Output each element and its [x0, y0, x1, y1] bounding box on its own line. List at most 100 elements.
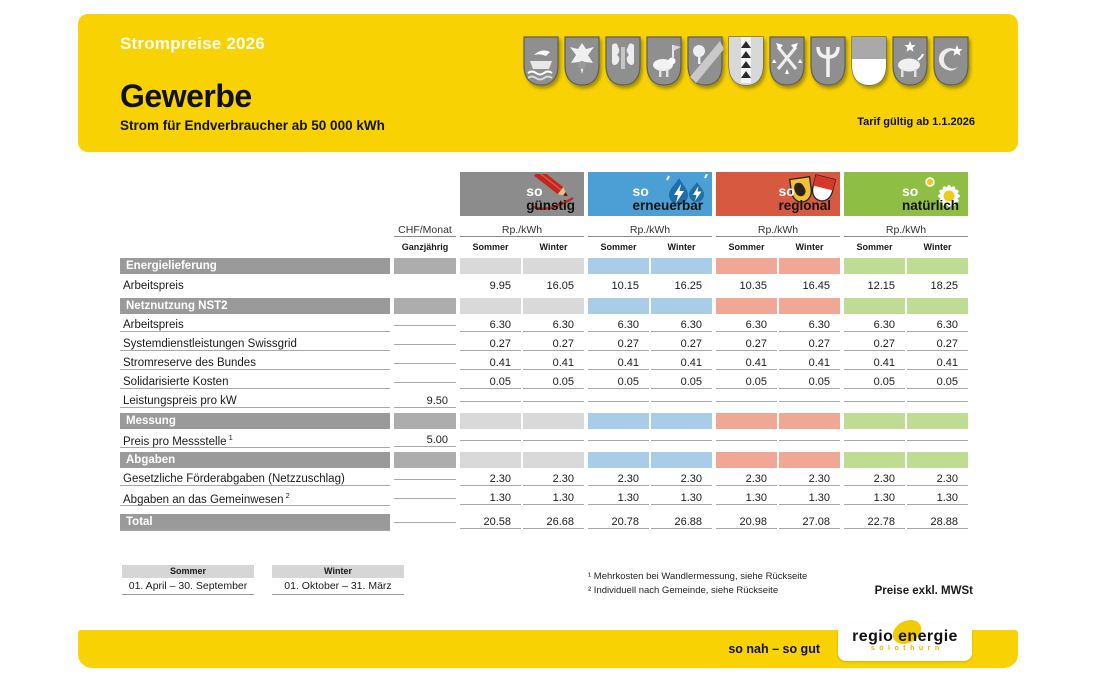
value-group-natuerlich: 0.41 0.41	[844, 357, 968, 370]
table-row: Arbeitspreis 9.95 16.05 10.15 16.25 10.35 16.4…	[120, 276, 968, 296]
value-group-regional: 0.41 0.41	[716, 357, 840, 370]
price-cell	[588, 401, 649, 402]
value-group-regional: 0.27 0.27	[716, 338, 840, 351]
section-tint-block	[779, 452, 840, 468]
chf-value-cell: 5.00	[394, 434, 456, 447]
price-cell	[460, 401, 521, 402]
price-cell: 10.35	[739, 280, 767, 292]
price-cell: 0.27	[460, 338, 521, 351]
section-tint-block	[907, 298, 968, 314]
price-cell: 2.30	[523, 473, 584, 486]
twin-lions-coat-icon	[605, 36, 641, 86]
section-tint-block	[460, 452, 521, 468]
lightning-drops-icon	[663, 173, 709, 219]
row-label: Abgaben an das Gemeinwesen 2	[120, 491, 390, 507]
section-tint-block	[907, 452, 968, 468]
section-tint-group	[588, 258, 712, 274]
value-group-guenstig: 2.30 2.30	[460, 473, 584, 486]
price-cell	[716, 401, 777, 402]
section-tint-group	[716, 298, 840, 314]
section-tint-block	[523, 452, 584, 468]
price-cell: 6.30	[716, 319, 777, 332]
price-cell: 0.27	[716, 338, 777, 351]
section-tint-group	[588, 413, 712, 429]
price-cell: 0.27	[844, 338, 905, 351]
season-label: Winter	[923, 241, 952, 252]
unit-label: Rp./kWh	[716, 224, 840, 237]
section-tint-group	[844, 298, 968, 314]
price-cell: 0.41	[651, 357, 712, 370]
value-group-guenstig	[460, 440, 584, 441]
price-cell	[844, 401, 905, 402]
coat-of-arms-row	[522, 35, 970, 87]
value-group-guenstig: 0.05 0.05	[460, 376, 584, 389]
chf-month-header: CHF/Monat	[394, 224, 456, 237]
table-rows: CHF/Monat Rp./kWh Rp./kWh Rp./kWh Rp./kWh Gan…	[120, 222, 968, 531]
season-label: Sommer	[856, 241, 893, 252]
price-cell: 0.05	[588, 376, 649, 389]
price-cell: 0.05	[523, 376, 584, 389]
value-group-regional: 10.35 16.45	[716, 280, 840, 292]
price-cell	[651, 401, 712, 402]
value-group-erneuerbar	[588, 401, 712, 402]
value-group-natuerlich: 1.30 1.30	[844, 492, 968, 505]
season-label: Sommer	[472, 241, 509, 252]
price-cell: 1.30	[523, 492, 584, 505]
row-label: Systemdienstleistungen Swissgrid	[120, 338, 390, 351]
ganzjaehrig-header: Ganzjährig	[401, 241, 449, 252]
product-header-regional: so regional	[716, 172, 840, 216]
price-cell: 6.30	[907, 319, 968, 332]
row-label: Solidarisierte Kosten	[120, 376, 390, 389]
table-row: Systemdienstleistungen Swissgrid 0.27 0.27…	[120, 335, 968, 354]
section-tint-group	[460, 452, 584, 468]
section-tint-group	[844, 413, 968, 429]
value-group-erneuerbar: 10.15 16.25	[588, 280, 712, 292]
section-row: Netznutzung NST2	[120, 298, 968, 314]
unit-header-row: CHF/Monat Rp./kWh Rp./kWh Rp./kWh Rp./kWh	[120, 222, 968, 239]
price-cell: 0.41	[716, 357, 777, 370]
document-pretitle: Strompreise 2026	[120, 34, 265, 53]
value-group-erneuerbar: 1.30 1.30	[588, 492, 712, 505]
price-cell: 0.41	[907, 357, 968, 370]
vat-note: Preise exkl. MWSt	[874, 585, 973, 597]
value-group-erneuerbar: 0.41 0.41	[588, 357, 712, 370]
section-label: Messung	[120, 413, 390, 429]
value-group-regional: 20.98 27.08	[716, 516, 840, 529]
price-cell: 6.30	[844, 319, 905, 332]
price-cell: 16.25	[674, 280, 702, 292]
value-group-natuerlich	[844, 440, 968, 441]
section-tint-block	[651, 258, 712, 274]
price-cell: 0.05	[716, 376, 777, 389]
chf-value-cell	[394, 382, 456, 383]
product-name: regional	[778, 197, 831, 213]
section-row: Energielieferung	[120, 258, 968, 274]
price-cell: 20.98	[716, 516, 777, 529]
section-tint-group	[460, 258, 584, 274]
season-label: Sommer	[728, 241, 765, 252]
crescent-star-coat-icon	[933, 36, 969, 86]
section-tint-block	[460, 413, 521, 429]
price-cell: 6.30	[588, 319, 649, 332]
price-cell	[779, 440, 840, 441]
section-tint-group	[460, 298, 584, 314]
value-group-regional: 6.30 6.30	[716, 319, 840, 332]
value-group-natuerlich: 2.30 2.30	[844, 473, 968, 486]
value-group-natuerlich	[844, 401, 968, 402]
section-row: Messung	[120, 413, 968, 429]
value-group-guenstig	[460, 401, 584, 402]
price-table: so günstig so erneuerbar so regional so natürli…	[120, 168, 968, 531]
chf-value-cell	[394, 479, 456, 480]
eagle-coat-icon	[564, 36, 600, 86]
season-label: Winter	[539, 241, 568, 252]
season-group: Sommer Winter	[844, 242, 968, 252]
legend-winter-label: Winter	[272, 565, 404, 578]
price-cell: 6.30	[779, 319, 840, 332]
company-logo: regio energie solothurn	[838, 615, 972, 661]
section-tint-block	[779, 258, 840, 274]
chf-value-cell	[394, 522, 456, 523]
section-tint-group	[588, 298, 712, 314]
price-cell: 2.30	[651, 473, 712, 486]
price-cell: 0.27	[907, 338, 968, 351]
value-group-regional: 2.30 2.30	[716, 473, 840, 486]
price-cell: 2.30	[779, 473, 840, 486]
